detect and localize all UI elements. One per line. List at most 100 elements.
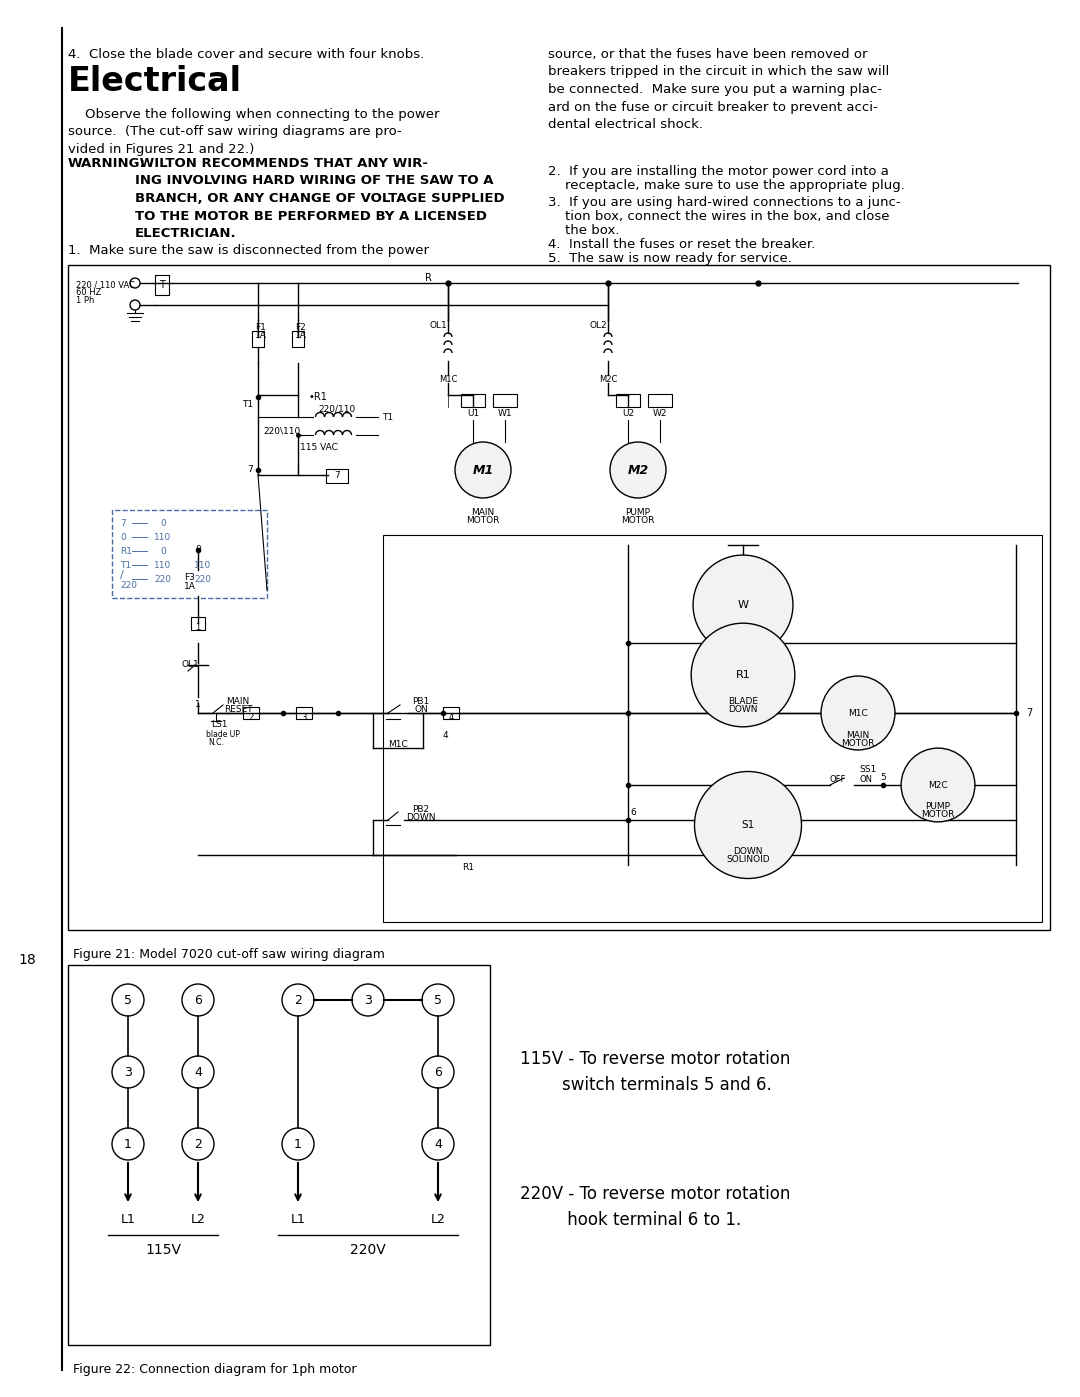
Bar: [443, 707, 459, 719]
Text: 6: 6: [434, 1066, 442, 1078]
Text: BLADE: BLADE: [728, 697, 758, 705]
Text: W2: W2: [652, 409, 667, 419]
Text: 5: 5: [124, 993, 132, 1006]
Text: R1: R1: [735, 671, 751, 680]
Text: LIGHT: LIGHT: [730, 633, 756, 643]
Text: •R1: •R1: [308, 393, 327, 402]
Text: SS1: SS1: [860, 766, 877, 774]
Text: /: /: [120, 570, 124, 580]
Text: 220: 220: [120, 581, 137, 590]
Text: Figure 22: Connection diagram for 1ph motor: Figure 22: Connection diagram for 1ph mo…: [73, 1363, 356, 1376]
Text: M1: M1: [472, 464, 494, 476]
Text: 110: 110: [154, 560, 172, 570]
Bar: [147, 559, 179, 571]
Text: MOTOR: MOTOR: [841, 739, 875, 747]
Circle shape: [610, 441, 666, 497]
Text: 7: 7: [120, 518, 125, 528]
Text: S1: S1: [741, 820, 755, 830]
Text: L1: L1: [291, 1213, 306, 1227]
Text: 60 HZ: 60 HZ: [76, 288, 102, 298]
Text: M1C: M1C: [388, 740, 408, 749]
Text: RESET: RESET: [224, 705, 253, 714]
Text: 3.  If you are using hard-wired connections to a junc-: 3. If you are using hard-wired connectio…: [548, 196, 901, 210]
Text: 6: 6: [630, 807, 636, 817]
Bar: [243, 707, 259, 719]
Text: 220V - To reverse motor rotation
         hook terminal 6 to 1.: 220V - To reverse motor rotation hook te…: [519, 1185, 791, 1229]
Text: OFF: OFF: [831, 775, 847, 784]
Text: 4: 4: [448, 712, 454, 722]
Text: 0: 0: [120, 532, 125, 542]
Text: N.C.: N.C.: [208, 738, 224, 747]
Text: 1 Ph: 1 Ph: [76, 296, 94, 305]
Bar: [68, 265, 1050, 930]
Text: WARNING:: WARNING:: [68, 156, 146, 170]
Text: F1: F1: [255, 323, 266, 332]
Bar: [187, 573, 219, 585]
Bar: [191, 617, 205, 630]
Text: OL1: OL1: [181, 659, 199, 669]
Bar: [147, 573, 179, 585]
Bar: [383, 535, 1042, 922]
Text: 5: 5: [880, 773, 886, 782]
Text: PUMP: PUMP: [625, 509, 650, 517]
Text: T1: T1: [382, 414, 393, 422]
Text: PB1: PB1: [413, 697, 430, 705]
Text: U1: U1: [467, 409, 480, 419]
Text: 115V: 115V: [145, 1243, 181, 1257]
Text: LS1: LS1: [211, 719, 228, 729]
Text: WILTON RECOMMENDS THAT ANY WIR-
ING INVOLVING HARD WIRING OF THE SAW TO A
BRANCH: WILTON RECOMMENDS THAT ANY WIR- ING INVO…: [135, 156, 504, 240]
Text: M2C: M2C: [599, 374, 618, 384]
Text: M1C: M1C: [438, 374, 457, 384]
Text: PB2: PB2: [413, 805, 430, 814]
Bar: [112, 510, 267, 598]
Text: 220 / 110 VAC: 220 / 110 VAC: [76, 279, 135, 289]
Text: 4.  Install the fuses or reset the breaker.: 4. Install the fuses or reset the breake…: [548, 237, 815, 251]
Bar: [492, 394, 517, 407]
Text: T: T: [159, 279, 165, 291]
Text: 1: 1: [294, 1137, 302, 1151]
Text: 2: 2: [294, 993, 302, 1006]
Bar: [147, 531, 179, 543]
Text: OL2: OL2: [590, 321, 607, 330]
Text: 220V: 220V: [350, 1243, 386, 1257]
Text: 0: 0: [160, 546, 166, 556]
Text: 2: 2: [194, 1137, 202, 1151]
Text: M2C: M2C: [928, 781, 948, 789]
Text: PUMP: PUMP: [926, 802, 950, 812]
Circle shape: [455, 441, 511, 497]
Bar: [192, 564, 204, 580]
Text: T1: T1: [120, 560, 131, 570]
Text: 220\110: 220\110: [264, 427, 300, 436]
Text: 110: 110: [194, 560, 212, 570]
Text: receptacle, make sure to use the appropriate plug.: receptacle, make sure to use the appropr…: [548, 179, 905, 191]
Bar: [147, 545, 179, 557]
Text: 2.  If you are installing the motor power cord into a: 2. If you are installing the motor power…: [548, 165, 889, 177]
Text: 4: 4: [443, 731, 448, 740]
Text: 1: 1: [195, 700, 201, 710]
Text: SOLINOID: SOLINOID: [726, 855, 770, 863]
Text: W: W: [738, 599, 748, 610]
Bar: [326, 469, 348, 483]
Text: 1A: 1A: [295, 331, 307, 339]
Text: 7: 7: [334, 472, 340, 481]
Text: F3: F3: [184, 573, 194, 583]
Text: 4: 4: [194, 1066, 202, 1078]
Text: source, or that the fuses have been removed or
breakers tripped in the circuit i: source, or that the fuses have been remo…: [548, 47, 889, 131]
Text: 1: 1: [124, 1137, 132, 1151]
Text: M1C: M1C: [848, 708, 868, 718]
Bar: [461, 394, 485, 407]
Text: ON: ON: [860, 775, 873, 784]
Bar: [292, 331, 303, 346]
Text: U2: U2: [622, 409, 634, 419]
Text: MAIN: MAIN: [847, 731, 869, 740]
Text: W1: W1: [498, 409, 512, 419]
Text: DOWN: DOWN: [733, 847, 762, 856]
Text: L2: L2: [190, 1213, 205, 1227]
Text: M2: M2: [627, 464, 649, 476]
Bar: [187, 559, 219, 571]
Text: 3: 3: [301, 712, 307, 722]
Text: MOTOR: MOTOR: [621, 515, 654, 525]
Text: 220: 220: [194, 574, 212, 584]
Text: 0: 0: [160, 518, 166, 528]
Text: 1: 1: [195, 623, 201, 631]
